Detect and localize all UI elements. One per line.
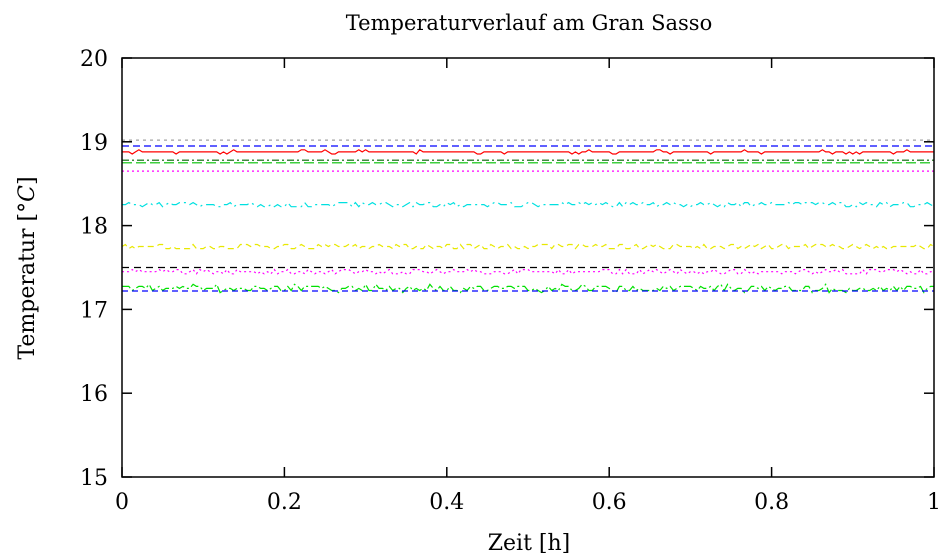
y-tick-label: 16 <box>80 382 108 407</box>
y-tick-label: 17 <box>80 298 108 323</box>
tick-layer: 0 0.2 0.4 0.6 0.8 1 15 16 17 18 19 20 <box>80 47 941 515</box>
x-tick-label: 0 <box>115 490 129 515</box>
series-layer <box>121 139 935 294</box>
x-tick-label: 0.8 <box>754 490 789 515</box>
x-tick-label: 0.4 <box>429 490 464 515</box>
series-line-10 <box>122 268 934 275</box>
series-line-8 <box>121 243 935 250</box>
x-axis-title: Zeit [h] <box>488 531 571 556</box>
plot-frame <box>121 57 935 478</box>
y-tick-label: 18 <box>80 215 108 240</box>
x-tick-label: 0.6 <box>592 490 627 515</box>
y-tick-label: 15 <box>80 466 108 491</box>
series-line-3 <box>122 149 934 155</box>
chart-title: Temperaturverlauf am Gran Sasso <box>346 11 712 35</box>
y-tick-label: 20 <box>80 47 108 72</box>
x-tick-label: 0.2 <box>267 490 302 515</box>
y-tick-label: 19 <box>80 131 108 156</box>
series-line-7 <box>122 201 935 208</box>
x-tick-label: 1 <box>927 490 941 515</box>
y-axis-title: Temperatur [°C] <box>15 176 40 359</box>
